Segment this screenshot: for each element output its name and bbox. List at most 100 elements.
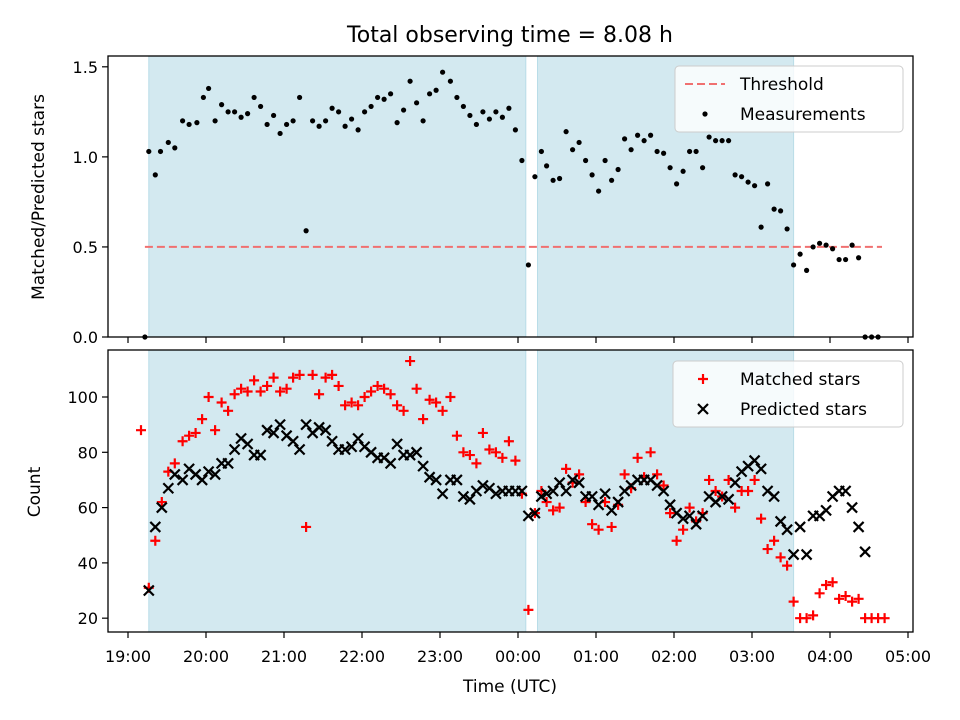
predicted-star-point <box>345 440 358 453</box>
predicted-star-point <box>781 523 793 536</box>
matched-star-point <box>229 389 240 400</box>
matched-star-point <box>775 552 786 563</box>
measurement-point <box>687 148 693 155</box>
x-tick-label: 23:00 <box>417 647 463 666</box>
predicted-star-point <box>768 490 780 503</box>
measurement-point <box>550 177 556 183</box>
legend-predicted-label: Predicted stars <box>740 400 867 420</box>
x-tick-label: 05:00 <box>885 647 931 666</box>
measurement-point <box>427 91 433 97</box>
predicted-star-point <box>267 427 280 439</box>
top-y-axis-label: Matched/Predicted stars <box>29 94 49 300</box>
measurement-point <box>401 107 407 113</box>
matched-star-point <box>574 469 585 480</box>
measurement-point <box>512 127 519 133</box>
matched-star-point <box>821 580 832 590</box>
matched-star-point <box>177 436 188 447</box>
bottom-axes: 20 40 60 80 100 19:00 20:00 21:00 22:00 23:00 00:0… <box>67 349 931 666</box>
measurement-point <box>206 85 212 92</box>
matched-star-point <box>203 392 214 402</box>
bottom-plot-frame <box>107 349 914 633</box>
predicted-star-point <box>464 493 476 506</box>
measurement-point <box>258 103 264 110</box>
predicted-star-point <box>566 474 579 486</box>
matched-star-point <box>359 392 370 402</box>
matched-star-point <box>184 430 195 441</box>
measurement-point <box>609 177 615 183</box>
matched-star-point <box>801 613 812 624</box>
measurement-point <box>486 116 492 122</box>
matched-star-point <box>788 596 799 607</box>
measurement-point <box>654 148 660 155</box>
x-tick-label: 21:00 <box>261 647 307 666</box>
measurement-point <box>836 256 842 263</box>
matched-star-point <box>652 469 663 480</box>
measurement-point <box>414 100 420 106</box>
matched-star-point <box>405 356 416 367</box>
top-y-tick-label: 0.0 <box>73 328 98 347</box>
predicted-star-point <box>313 421 325 434</box>
predicted-star-point <box>287 435 299 448</box>
predicted-star-point <box>384 457 397 470</box>
matched-star-point <box>879 613 890 624</box>
predicted-star-point <box>839 485 852 497</box>
top-y-tick-label: 1.0 <box>73 148 98 167</box>
predicted-star-point <box>410 446 423 459</box>
matched-star-point <box>658 480 669 491</box>
matched-star-point <box>281 383 292 394</box>
observing-window-1 <box>148 349 527 633</box>
matched-star-point <box>710 486 721 496</box>
matched-star-point <box>451 430 462 441</box>
measurement-point <box>297 94 303 101</box>
matched-star-point <box>484 444 495 455</box>
predicted-star-point <box>209 468 221 481</box>
predicted-star-point <box>457 490 470 503</box>
predicted-star-point <box>417 460 429 472</box>
predicted-star-point <box>196 474 208 486</box>
measurement-point <box>810 244 816 250</box>
measurement-point <box>752 183 758 189</box>
legend-matched-label: Matched stars <box>740 370 860 390</box>
matched-star-point <box>366 386 377 397</box>
matched-star-point <box>314 389 325 400</box>
measurement-point <box>362 109 368 115</box>
legend-measurements-swatch <box>702 111 708 117</box>
predicted-star-point <box>352 432 364 445</box>
matched-star-point <box>814 588 825 599</box>
predicted-star-point <box>800 548 813 561</box>
matched-star-point <box>288 372 299 383</box>
measurement-point <box>602 157 608 164</box>
top-plot-frame <box>107 55 914 338</box>
predicted-star-point <box>553 476 566 489</box>
matched-star-point <box>398 405 409 416</box>
matched-star-point <box>385 389 396 400</box>
matched-star-point <box>275 386 286 397</box>
predicted-star-point <box>560 485 572 497</box>
measurement-point <box>355 127 361 133</box>
matched-star-point <box>327 369 338 380</box>
matched-star-point <box>541 497 552 508</box>
matched-star-point <box>392 400 403 411</box>
predicted-star-point <box>222 457 234 470</box>
predicted-star-point <box>162 482 175 495</box>
measurement-point <box>758 224 764 230</box>
measurement-point <box>251 94 257 101</box>
measurement-point <box>635 132 641 138</box>
measurement-point <box>732 172 738 178</box>
legend-predicted-swatch <box>697 403 709 415</box>
matched-star-point <box>307 369 318 380</box>
x-tick-label: 01:00 <box>573 647 619 666</box>
measurement-point <box>407 78 413 84</box>
measurement-point <box>219 102 225 108</box>
measurement-point <box>745 179 751 185</box>
matched-star-point <box>619 469 630 480</box>
matched-star-point <box>580 497 591 508</box>
measurement-point <box>303 228 309 234</box>
matched-star-point <box>840 591 851 602</box>
predicted-star-point <box>599 487 611 500</box>
matched-star-point <box>743 486 754 496</box>
measurement-point <box>440 69 446 75</box>
measurement-point <box>823 242 829 248</box>
predicted-star-point <box>156 501 168 514</box>
measurement-point <box>667 165 673 171</box>
